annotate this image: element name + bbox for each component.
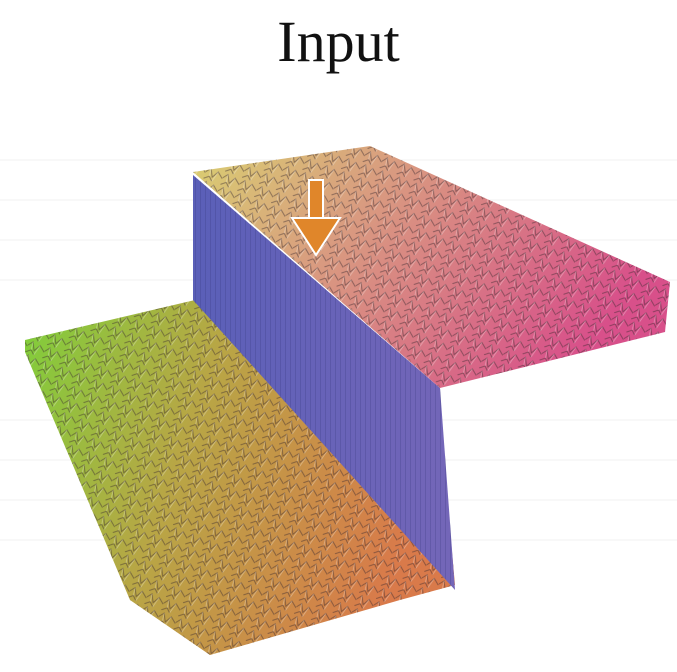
surface-plot <box>0 0 677 672</box>
figure: Input <box>0 0 677 672</box>
